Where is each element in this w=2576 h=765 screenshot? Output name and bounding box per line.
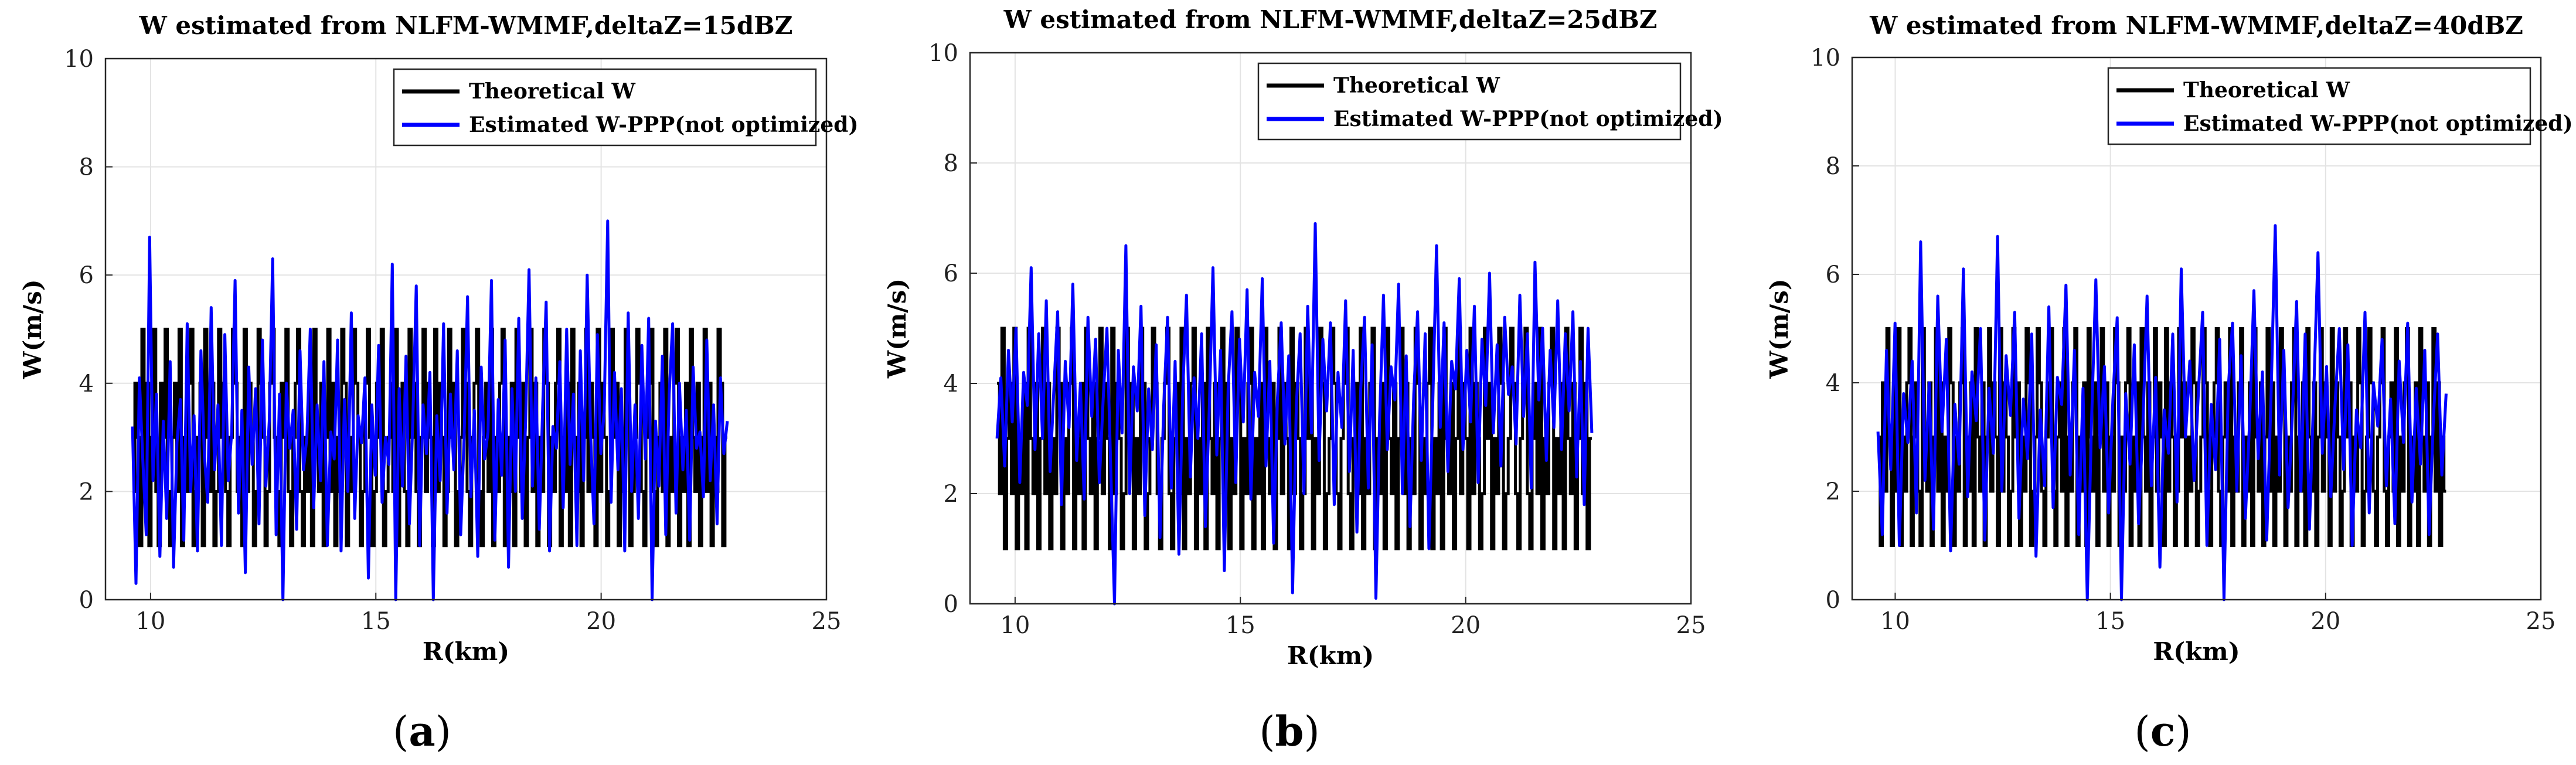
series-line-estimated	[1876, 224, 2448, 601]
legend-label: Estimated W-PPP(not optimized)	[469, 113, 858, 137]
chart-title: W estimated from NLFM-WMMF,deltaZ=15dBZ	[139, 11, 793, 40]
panel-caption: (a)	[393, 707, 451, 756]
x-tick-label: 10	[1880, 608, 1910, 635]
x-tick-label: 10	[135, 608, 165, 635]
y-tick-label: 4	[944, 370, 958, 397]
legend: Theoretical W Estimated W-PPP(not optimiz…	[393, 68, 858, 147]
y-tick-label: 10	[928, 40, 958, 67]
x-tick-label: 20	[1451, 612, 1481, 639]
y-axis-label: W(m/s)	[18, 279, 47, 379]
y-tick-label: 0	[1826, 587, 1840, 614]
caption-letter: b	[1275, 707, 1304, 756]
y-tick-label: 10	[64, 46, 94, 73]
y-tick-label: 10	[1811, 45, 1840, 72]
x-tick-label: 25	[1676, 612, 1706, 639]
chart-panel-a: 10 15 20 25 0 2 4 6 8 10 W estimated from NLFM-WMM…	[18, 11, 858, 756]
caption-paren-close: )	[1304, 708, 1319, 756]
x-tick-label: 25	[812, 608, 842, 635]
y-axis-label: W(m/s)	[1765, 278, 1794, 379]
axes-box	[1851, 56, 2542, 601]
x-tick-label: 25	[2526, 608, 2556, 635]
y-tick-label: 0	[79, 587, 94, 614]
y-tick-label: 4	[1826, 370, 1840, 397]
legend-label: Estimated W-PPP(not optimized)	[1333, 107, 1723, 131]
legend: Theoretical W Estimated W-PPP(not optimiz…	[1257, 62, 1723, 141]
panel-caption: (b)	[1259, 707, 1320, 756]
panel-caption: (c)	[2134, 707, 2191, 756]
y-tick-label: 2	[79, 478, 94, 505]
y-tick-label: 8	[79, 154, 94, 181]
x-tick-label: 20	[2310, 608, 2340, 635]
legend-box	[393, 68, 817, 147]
legend: Theoretical W Estimated W-PPP(not optimiz…	[2107, 67, 2572, 145]
legend-box	[2107, 67, 2531, 145]
caption-paren-open: (	[393, 708, 409, 756]
chart-panel-b: 10 15 20 25 0 2 4 6 8 10 W estimated from NLFM-WMM…	[883, 5, 1723, 756]
y-tick-label: 2	[1826, 478, 1840, 505]
legend-label: Theoretical W	[2183, 78, 2350, 103]
caption-paren-open: (	[1259, 708, 1275, 756]
x-tick-label: 15	[1226, 612, 1255, 639]
y-tick-label: 0	[944, 591, 958, 618]
y-tick-label: 8	[944, 150, 958, 177]
legend-label: Theoretical W	[469, 79, 636, 104]
series-line-estimated	[995, 222, 1594, 606]
chart-panel-c: 10 15 20 25 0 2 4 6 8 10 W estimated from NLFM-WMM…	[1765, 11, 2572, 756]
y-tick-label: 6	[944, 260, 958, 287]
y-tick-label: 6	[79, 262, 94, 289]
caption-paren-close: )	[2175, 708, 2191, 756]
axes-box	[104, 57, 828, 601]
y-tick-label: 4	[79, 370, 94, 397]
chart-title: W estimated from NLFM-WMMF,deltaZ=40dBZ	[1869, 11, 2523, 40]
caption-paren-close: )	[435, 708, 451, 756]
legend-box	[1257, 62, 1682, 141]
caption-paren-open: (	[2134, 708, 2150, 756]
chart-title: W estimated from NLFM-WMMF,deltaZ=25dBZ	[1003, 5, 1658, 34]
caption-letter: c	[2150, 707, 2176, 756]
x-axis-label: R(km)	[1287, 641, 1374, 670]
axes-box	[969, 52, 1692, 605]
legend-label: Theoretical W	[1333, 73, 1500, 98]
x-tick-label: 15	[2095, 608, 2125, 635]
y-tick-label: 8	[1826, 153, 1840, 180]
x-tick-label: 15	[361, 608, 391, 635]
series-line-estimated	[131, 219, 729, 601]
legend-label: Estimated W-PPP(not optimized)	[2183, 111, 2572, 136]
x-tick-label: 10	[1000, 612, 1030, 639]
x-tick-label: 20	[586, 608, 616, 635]
x-axis-label: R(km)	[2153, 637, 2240, 666]
y-axis-label: W(m/s)	[883, 278, 911, 379]
y-tick-label: 2	[944, 481, 958, 508]
caption-letter: a	[409, 707, 435, 756]
x-axis-label: R(km)	[423, 637, 509, 666]
y-tick-label: 6	[1826, 261, 1840, 288]
